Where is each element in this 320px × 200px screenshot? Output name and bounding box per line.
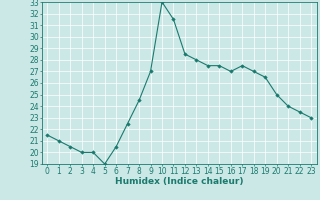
X-axis label: Humidex (Indice chaleur): Humidex (Indice chaleur): [115, 177, 244, 186]
